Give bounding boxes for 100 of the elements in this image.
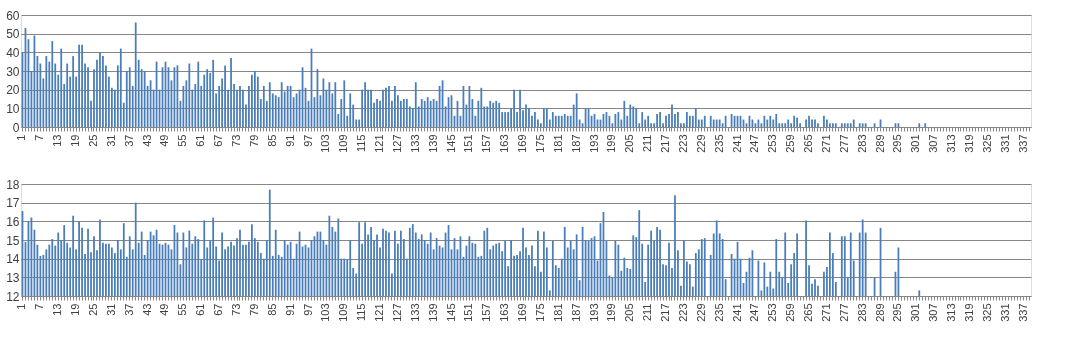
x-tick-label: 151 [462,303,475,322]
y-tick-label: 14 [6,252,20,267]
x-tick-label: 289 [873,134,886,153]
x-tick-label: 325 [980,303,993,322]
x-tick-label: 109 [337,303,350,322]
x-tick-label: 25 [86,134,99,147]
x-tick-label: 199 [605,303,618,322]
x-tick-label: 241 [730,134,743,153]
x-tick-label: 67 [212,303,225,316]
x-tick-label: 211 [641,134,654,153]
x-tick-label: 43 [140,134,153,147]
y-tick-label: 18 [6,177,20,192]
x-tick-label: 187 [569,303,582,322]
x-tick-label: 163 [498,303,511,322]
x-tick-label: 127 [390,134,403,153]
x-tick-label: 157 [480,303,493,322]
x-tick-label: 271 [819,303,832,322]
x-tick-label: 31 [104,303,117,316]
x-tick-label: 247 [748,134,761,153]
x-tick-label: 277 [837,303,850,322]
x-tick-label: 163 [498,134,511,153]
x-tick-label: 241 [730,303,743,322]
x-tick-label: 187 [569,134,582,153]
x-tick-label: 61 [194,303,207,316]
x-tick-label: 133 [408,134,421,153]
x-tick-label: 271 [819,134,832,153]
x-tick-label: 31 [104,134,117,147]
x-tick-label: 1 [15,134,28,141]
x-tick-label: 181 [551,303,564,322]
y-tick-label: 60 [6,8,20,23]
x-tick-label: 175 [533,303,546,322]
x-tick-label: 211 [641,303,654,322]
x-tick-label: 85 [265,303,278,316]
x-tick-label: 79 [247,134,260,147]
x-tick-label: 43 [140,303,153,316]
x-tick-label: 55 [176,134,189,147]
x-tick-label: 139 [426,303,439,322]
x-tick-label: 235 [712,303,725,322]
x-tick-label: 223 [676,303,689,322]
x-tick-label: 283 [855,134,868,153]
x-tick-label: 151 [462,134,475,153]
x-tick-label: 181 [551,134,564,153]
x-tick-label: 277 [837,134,850,153]
x-tick-label: 145 [444,134,457,153]
y-tick-label: 16 [6,214,20,229]
x-tick-label: 295 [891,134,904,153]
x-tick-label: 103 [319,134,332,153]
y-tick-label: 0 [12,120,20,135]
x-tick-label: 97 [301,134,314,147]
x-tick-label: 193 [587,134,600,153]
x-tick-label: 319 [962,303,975,322]
x-tick-label: 313 [945,134,958,153]
x-tick-label: 205 [623,303,636,322]
y-tick-label: 13 [6,270,20,285]
x-tick-label: 79 [247,303,260,316]
x-tick-label: 229 [694,303,707,322]
y-tick-label: 15 [6,233,20,248]
x-tick-label: 265 [802,134,815,153]
x-tick-label: 247 [748,303,761,322]
x-tick-label: 67 [212,134,225,147]
x-tick-label: 115 [355,303,368,322]
x-tick-label: 145 [444,303,457,322]
x-tick-label: 193 [587,303,600,322]
x-tick-label: 49 [158,134,171,147]
x-tick-label: 253 [766,134,779,153]
x-tick-label: 217 [659,134,672,153]
x-tick-label: 49 [158,303,171,316]
x-tick-label: 199 [605,134,618,153]
x-tick-label: 55 [176,303,189,316]
x-tick-label: 217 [659,303,672,322]
x-tick-label: 337 [1016,303,1029,322]
x-tick-label: 7 [33,134,46,141]
x-tick-label: 205 [623,134,636,153]
x-tick-label: 235 [712,134,725,153]
x-tick-label: 13 [51,134,64,147]
x-tick-label: 301 [909,134,922,153]
x-tick-label: 25 [86,303,99,316]
y-tick-label: 10 [6,101,20,116]
x-tick-label: 1 [15,303,28,310]
y-tick-label: 40 [6,45,20,60]
x-tick-label: 301 [909,303,922,322]
x-tick-label: 109 [337,134,350,153]
x-tick-label: 313 [945,303,958,322]
x-tick-label: 73 [230,134,242,147]
x-tick-label: 259 [784,134,797,153]
x-tick-label: 307 [927,303,940,322]
y-tick-label: 30 [6,64,20,79]
x-tick-label: 175 [533,134,546,153]
x-tick-label: 121 [373,303,386,322]
y-tick-label: 17 [6,196,20,211]
x-tick-label: 37 [122,134,135,147]
x-tick-label: 139 [426,134,439,153]
x-tick-label: 319 [962,134,975,153]
x-tick-label: 253 [766,303,779,322]
x-tick-label: 73 [230,303,242,316]
x-tick-label: 229 [694,134,707,153]
x-tick-label: 307 [927,134,940,153]
x-tick-label: 91 [283,303,296,316]
x-tick-label: 169 [516,134,529,153]
y-tick-label: 20 [6,83,20,98]
